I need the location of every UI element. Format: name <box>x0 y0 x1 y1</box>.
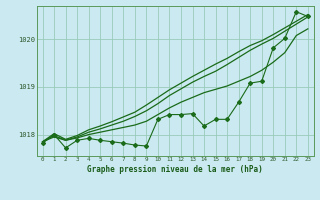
X-axis label: Graphe pression niveau de la mer (hPa): Graphe pression niveau de la mer (hPa) <box>87 165 263 174</box>
